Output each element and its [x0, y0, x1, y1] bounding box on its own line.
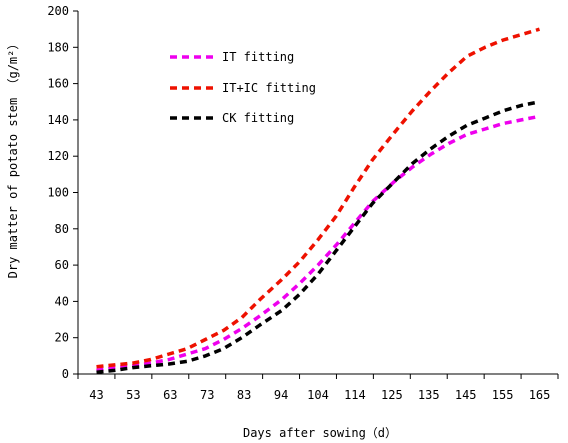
legend-label: IT fitting — [222, 50, 294, 64]
y-tick-label: 40 — [55, 294, 69, 308]
y-axis-label: Dry matter of potato stem （g/m²） — [6, 38, 20, 279]
y-tick-label: 160 — [47, 77, 69, 91]
y-tick-label: 120 — [47, 149, 69, 163]
x-tick-label: 114 — [344, 388, 366, 402]
x-tick-label: 73 — [200, 388, 214, 402]
x-tick-label: 43 — [89, 388, 103, 402]
y-tick-label: 80 — [55, 222, 69, 236]
x-tick-label: 135 — [418, 388, 440, 402]
y-tick-label: 20 — [55, 331, 69, 345]
x-tick-label: 63 — [163, 388, 177, 402]
x-axis-label: Days after sowing（d） — [243, 426, 397, 440]
y-tick-label: 100 — [47, 186, 69, 200]
x-tick-label: 145 — [455, 388, 477, 402]
y-tick-label: 140 — [47, 113, 69, 127]
x-tick-label: 125 — [381, 388, 403, 402]
legend-label: IT+IC fitting — [222, 81, 316, 95]
x-tick-label: 104 — [307, 388, 329, 402]
x-tick-label: 94 — [274, 388, 288, 402]
series-layer — [96, 27, 541, 374]
x-tick-label: 53 — [126, 388, 140, 402]
series-line-1 — [96, 114, 540, 373]
y-tick-label: 60 — [55, 258, 69, 272]
x-tick-label: 83 — [237, 388, 251, 402]
y-tick-label: 180 — [47, 40, 69, 54]
series-line-2 — [96, 27, 541, 369]
legend-label: CK fitting — [222, 111, 294, 125]
x-tick-label: 165 — [529, 388, 551, 402]
y-tick-label: 0 — [62, 367, 69, 381]
x-tick-label: 155 — [492, 388, 514, 402]
y-tick-label: 200 — [47, 4, 69, 18]
legend: IT fitting IT+IC fitting CK fitting — [170, 50, 316, 125]
series-line-3 — [96, 100, 540, 374]
axes: 0 20 40 60 80 100 120 140 160 180 200 43 53 63 73 83 94 1… — [47, 4, 559, 402]
